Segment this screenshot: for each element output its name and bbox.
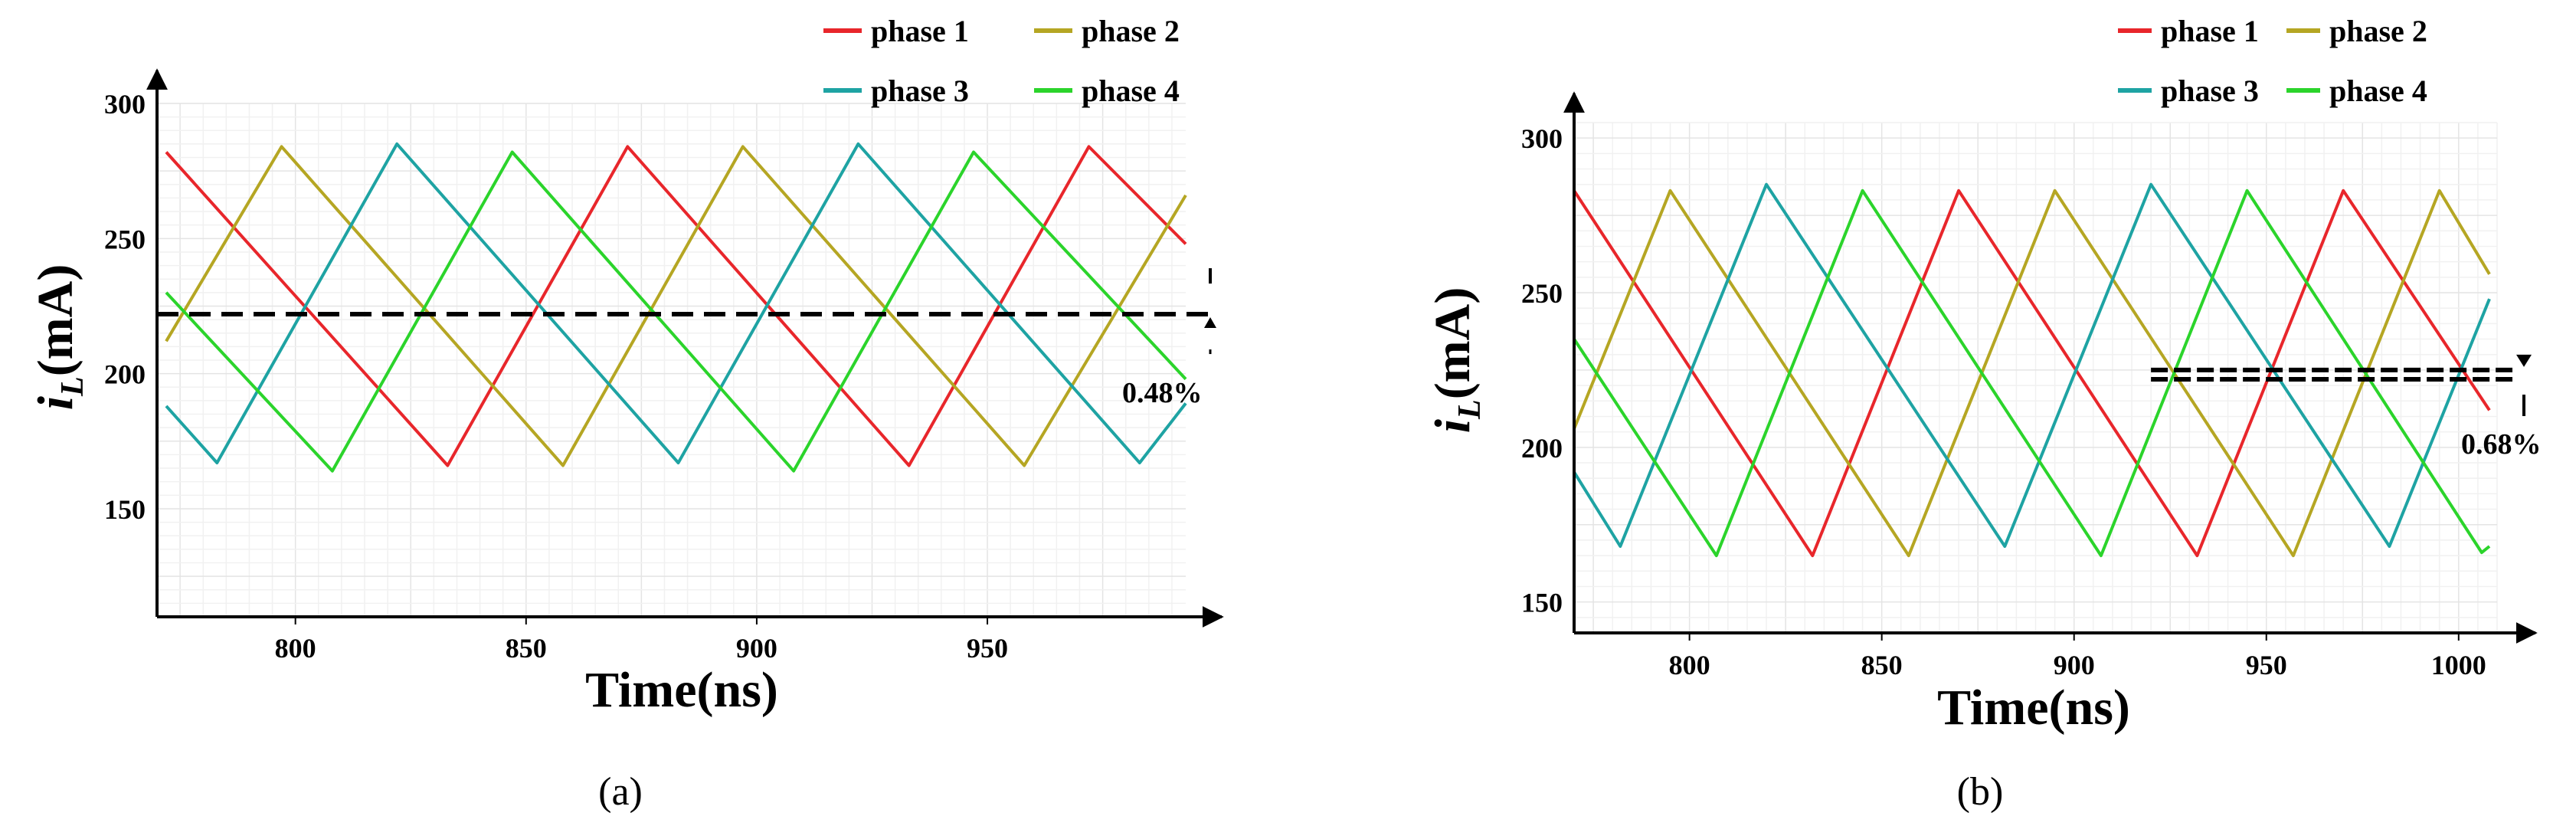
y-tick-label-a: 250 (104, 224, 146, 254)
panel-label-b: (b) (1957, 770, 2004, 814)
series-line-phase-2-a (165, 145, 1187, 467)
series-line-phase-3-a (165, 142, 1187, 464)
legend-label-phase-2-b: phase 2 (2329, 14, 2427, 48)
x-tick-label-a: 900 (736, 633, 777, 664)
axes-a (146, 68, 1224, 628)
legend-label-phase-3-b: phase 3 (2161, 74, 2259, 108)
y-tick-label-b: 300 (1521, 123, 1563, 154)
legend-b: phase 1 phase 2 phase 3 phase 4 (2118, 14, 2427, 108)
legend-label-phase-2-a: phase 2 (1082, 14, 1180, 48)
legend-label-phase-1-b: phase 1 (2161, 14, 2259, 48)
y-axis-unit-a: (mA) (28, 264, 83, 377)
x-tick-label-b: 850 (1861, 650, 1903, 680)
y-tick-label-a: 150 (104, 494, 146, 525)
series-line-phase-4-a (165, 150, 1187, 473)
grid-a (156, 103, 1186, 618)
x-tick-label-b: 800 (1669, 650, 1710, 680)
y-axis-title-a: iL(mA) (28, 264, 90, 411)
x-tick-label-a: 800 (275, 633, 316, 664)
x-axis-title-a: Time(ns) (585, 662, 778, 718)
axes-b (1563, 91, 2538, 644)
legend-label-phase-1-a: phase 1 (871, 14, 969, 48)
legend-label-phase-4-a: phase 4 (1082, 74, 1180, 108)
x-tick-label-b: 1000 (2431, 650, 2486, 680)
x-tick-label-b: 950 (2246, 650, 2287, 680)
series-line-phase-1-b (1573, 188, 2491, 558)
grid-b (1573, 122, 2498, 634)
y-axis-symbol-a: i (28, 395, 83, 410)
tick-labels-b: 800 850 900 950 1000 150 200 250 300 (1521, 123, 2486, 680)
y-tick-label-b: 150 (1521, 588, 1563, 618)
ripple-marker-arrow-b (2516, 354, 2532, 367)
x-tick-label-a: 850 (506, 633, 547, 664)
legend-label-phase-4-b: phase 4 (2329, 74, 2427, 108)
y-tick-label-a: 200 (104, 359, 146, 390)
series-line-phase-4-b (1573, 188, 2491, 558)
y-tick-label-b: 200 (1521, 433, 1563, 464)
y-axis-symbol-b: i (1425, 418, 1481, 433)
chart-panel-b: 800 850 900 950 1000 150 200 250 300 Time(ns) iL… (1425, 14, 2542, 814)
tick-labels-a: 800 850 900 950 150 200 250 300 (104, 89, 1008, 664)
x-tick-label-b: 900 (2054, 650, 2095, 680)
x-axis-title-b: Time(ns) (1937, 680, 2130, 736)
ripple-marker-arrow-a (1204, 317, 1216, 329)
series-line-phase-2-b (1573, 188, 2491, 558)
reference-line-b (2151, 354, 2532, 417)
series-line-phase-3-b (1573, 182, 2491, 548)
y-axis-subscript-a: L (55, 376, 90, 397)
y-tick-label-b: 250 (1521, 278, 1563, 309)
panel-label-a: (a) (598, 770, 643, 814)
legend-label-phase-3-a: phase 3 (871, 74, 969, 108)
ripple-annotation-b: 0.68% (2461, 428, 2542, 461)
y-axis-subscript-b: L (1452, 399, 1488, 420)
x-tick-label-a: 950 (967, 633, 1008, 664)
ripple-annotation-a: 0.48% (1122, 377, 1203, 409)
y-axis-title-b: iL(mA) (1425, 287, 1488, 434)
y-tick-label-a: 300 (104, 89, 146, 120)
reference-line-a (157, 268, 1216, 355)
chart-panel-a: 800 850 900 950 150 200 250 300 Time(ns) iL(mA)… (28, 14, 1224, 814)
series-group-a (165, 142, 1187, 473)
legend-a: phase 1 phase 2 phase 3 phase 4 (823, 14, 1180, 108)
y-axis-unit-b: (mA) (1425, 287, 1481, 400)
series-group-b (1573, 182, 2491, 558)
